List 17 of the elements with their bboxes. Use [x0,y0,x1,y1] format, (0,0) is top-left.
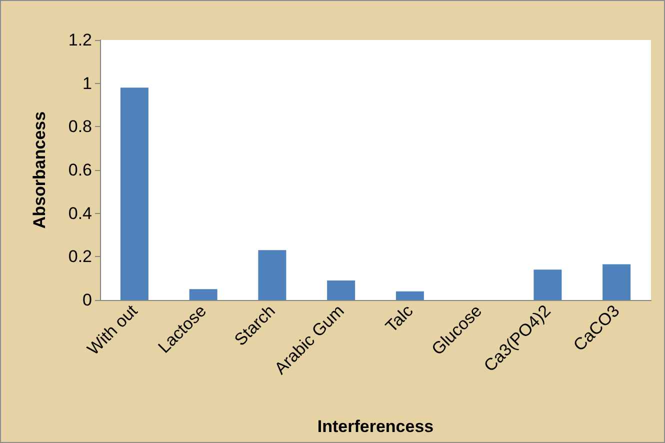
y-tick-label: 1.2 [68,30,92,50]
y-tick-label: 1 [82,74,92,93]
y-tick-label: 0.6 [68,160,92,180]
bar [258,250,286,300]
bar [120,88,148,300]
x-tick-label: Talc [382,300,418,336]
bar [396,291,424,300]
x-axis-title: Interferencess [317,417,434,436]
bar [534,270,562,300]
y-tick-label: 0 [82,290,92,310]
y-tick-label: 0.4 [68,204,92,223]
y-tick-label: 0.2 [68,247,92,266]
bar [327,280,356,300]
bar [602,264,631,300]
y-axis-title: Absorbancess [30,111,49,229]
bar [189,289,218,300]
y-tick-label: 0.8 [68,117,92,136]
